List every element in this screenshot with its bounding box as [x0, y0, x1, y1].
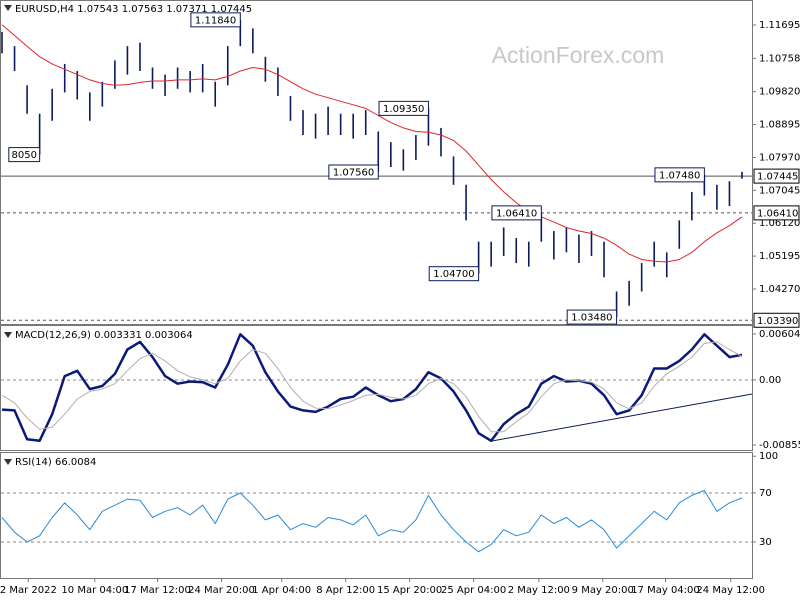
x-tick-label: 25 Apr 04:00 [441, 585, 506, 596]
y-tick-label: 1.05195 [759, 251, 800, 262]
chart-title: EURUSD,H4 1.07543 1.07563 1.07371 1.0744… [15, 4, 252, 15]
y-tick-label: 100 [759, 451, 778, 462]
y-tick-label: 0.00 [759, 375, 781, 386]
price-label-box [190, 12, 241, 28]
title-icon [4, 459, 12, 465]
y-tick-label: 1.09820 [759, 87, 800, 98]
y-tick-label: 1.04270 [759, 284, 800, 295]
x-tick-label: 24 Mar 20:00 [188, 585, 255, 596]
y-tick-label: 1.08895 [759, 120, 800, 131]
y-tick-label: 1.07045 [759, 185, 800, 196]
axis-price-box [753, 168, 800, 184]
x-tick-label: 8 Apr 12:00 [316, 585, 375, 596]
price-label: 1.09350 [383, 104, 424, 115]
x-tick-label: 2 Mar 2022 [0, 585, 57, 596]
y-tick-label: 1.11695 [759, 20, 800, 31]
price-label-box [566, 309, 618, 325]
title-icon [4, 332, 12, 338]
price-label: 8050 [12, 150, 37, 161]
x-tick-label: 17 Mar 12:00 [124, 585, 191, 596]
price-label-box [428, 266, 480, 282]
price-label-box [378, 100, 429, 116]
x-tick-label: 15 Apr 20:00 [377, 585, 442, 596]
x-tick-label: 24 May 12:00 [696, 585, 765, 596]
price-label: 1.11840 [195, 15, 236, 26]
pane-frame [0, 0, 753, 325]
series-line [1, 341, 743, 433]
y-tick-label: -0.008552 [759, 440, 800, 451]
y-tick-label: 1.06120 [759, 218, 800, 229]
x-tick-label: 2 May 12:00 [508, 585, 570, 596]
y-tick-label: 1.07970 [759, 152, 800, 163]
pane-frame [0, 325, 753, 451]
y-tick-label: 0.006043 [759, 329, 800, 340]
y-tick-label: 30 [759, 537, 772, 548]
series-line [1, 333, 743, 443]
axis-price-box [753, 312, 800, 328]
series-line [1, 490, 743, 553]
price-label: 1.06410 [496, 208, 537, 219]
axis-price-label: 1.07445 [757, 172, 798, 183]
trend-line [491, 393, 753, 442]
y-tick-label: 1.10758 [759, 53, 800, 64]
axis-price-label: 1.03390 [757, 316, 798, 327]
pane-frame [0, 452, 753, 579]
axis-price-box [753, 205, 800, 221]
price-label-box [8, 147, 41, 163]
price-label: 1.03480 [571, 313, 612, 324]
indicator-title: RSI(14) 66.0084 [15, 457, 96, 468]
x-tick-label: 10 Mar 04:00 [61, 585, 128, 596]
x-tick-label: 17 May 04:00 [631, 585, 700, 596]
price-label-box [654, 167, 705, 183]
title-icon [4, 5, 12, 11]
series-line [1, 24, 743, 263]
axis-price-label: 1.06410 [757, 208, 798, 219]
price-label: 1.07480 [659, 170, 700, 181]
indicator-title: MACD(12,26,9) 0.003331 0.003064 [15, 330, 193, 341]
price-label-box [491, 205, 542, 221]
price-label: 1.07560 [333, 168, 374, 179]
price-label-box [328, 164, 379, 180]
x-tick-label: 1 Apr 04:00 [252, 585, 311, 596]
x-tick-label: 9 May 20:00 [572, 585, 634, 596]
y-tick-label: 70 [759, 488, 772, 499]
watermark: ActionForex.com [492, 42, 665, 68]
price-label: 1.04700 [433, 269, 474, 280]
